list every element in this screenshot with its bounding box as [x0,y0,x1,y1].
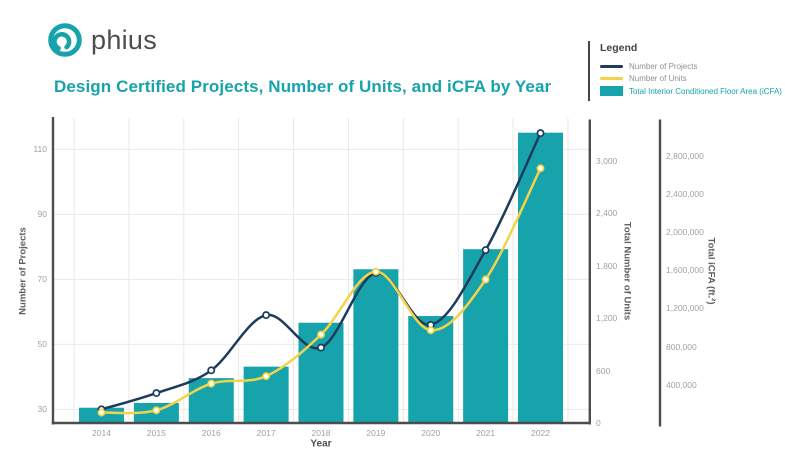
point-units-2018 [317,330,325,339]
legend-item-label: Total Interior Conditioned Floor Area (i… [629,86,782,96]
legend-title: Legend [600,42,638,54]
bar-icfa-2021 [463,249,509,423]
point-units-2022 [536,164,545,173]
legend-item-label: Number of Units [629,74,687,84]
units-axis-title: Total Number of Units [621,221,633,321]
point-projects-2018 [317,343,325,352]
legend-swatch-1 [600,77,623,81]
bar-icfa-2018 [298,322,344,423]
phius-logo-icon [48,23,82,57]
point-units-2016 [207,379,216,388]
point-units-2020 [426,326,435,335]
point-units-2015 [152,406,161,415]
point-units-2014 [97,408,106,417]
phius-logo-text: phius [91,25,158,55]
bar-icfa-2022 [518,132,563,423]
line-projects [101,132,542,411]
point-projects-2022 [536,129,545,138]
point-projects-2016 [207,366,216,375]
legend-item-label: Number of Projects [629,61,698,71]
legend-item-1: Number of Units [600,73,784,86]
point-units-2017 [262,372,271,381]
point-projects-2021 [481,246,490,255]
legend-swatch-2 [600,86,623,97]
x-axis-title: Year [310,438,332,450]
legend-swatch-0 [600,64,623,68]
bar-icfa-2019 [353,269,399,423]
legend: Legend Number of Projects Number of Units… [588,41,784,101]
point-units-2019 [371,267,380,276]
point-units-2021 [481,275,490,284]
point-projects-2017 [262,311,271,320]
icfa-axis-title: Total iCFA (ft.²) [705,237,717,305]
legend-items: Number of Projects Number of Units Total I… [600,60,784,98]
chart-title: Design Certified Projects, Number of Uni… [54,77,552,96]
left-axis-title: Number of Projects [17,227,29,315]
legend-item-2: Total Interior Conditioned Floor Area (i… [600,85,784,98]
legend-item-0: Number of Projects [600,60,784,73]
point-projects-2015 [152,389,161,398]
phius-logo: phius [46,21,157,59]
